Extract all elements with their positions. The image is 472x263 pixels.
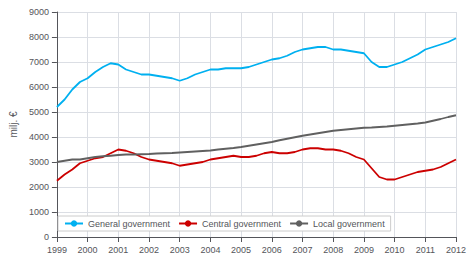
- svg-text:milj. €: milj. €: [8, 111, 19, 138]
- svg-text:5000: 5000: [29, 107, 49, 117]
- svg-text:General government: General government: [88, 219, 171, 229]
- svg-text:2010: 2010: [385, 245, 405, 255]
- svg-text:2012: 2012: [446, 245, 466, 255]
- svg-text:2009: 2009: [354, 245, 374, 255]
- svg-text:2005: 2005: [231, 245, 251, 255]
- svg-text:0: 0: [44, 232, 49, 242]
- svg-text:2000: 2000: [78, 245, 98, 255]
- svg-text:7000: 7000: [29, 57, 49, 67]
- svg-text:9000: 9000: [29, 7, 49, 17]
- svg-text:2004: 2004: [200, 245, 220, 255]
- svg-text:6000: 6000: [29, 82, 49, 92]
- svg-text:8000: 8000: [29, 32, 49, 42]
- svg-text:1999: 1999: [47, 245, 67, 255]
- svg-text:4000: 4000: [29, 132, 49, 142]
- svg-text:2007: 2007: [292, 245, 312, 255]
- svg-text:3000: 3000: [29, 157, 49, 167]
- svg-text:Central government: Central government: [202, 219, 282, 229]
- svg-text:Local government: Local government: [313, 219, 385, 229]
- svg-text:2006: 2006: [262, 245, 282, 255]
- svg-text:1000: 1000: [29, 207, 49, 217]
- svg-text:2002: 2002: [139, 245, 159, 255]
- svg-text:2008: 2008: [323, 245, 343, 255]
- svg-text:2003: 2003: [170, 245, 190, 255]
- svg-text:2011: 2011: [416, 245, 435, 255]
- svg-text:2000: 2000: [29, 182, 49, 192]
- svg-text:2001: 2001: [108, 245, 128, 255]
